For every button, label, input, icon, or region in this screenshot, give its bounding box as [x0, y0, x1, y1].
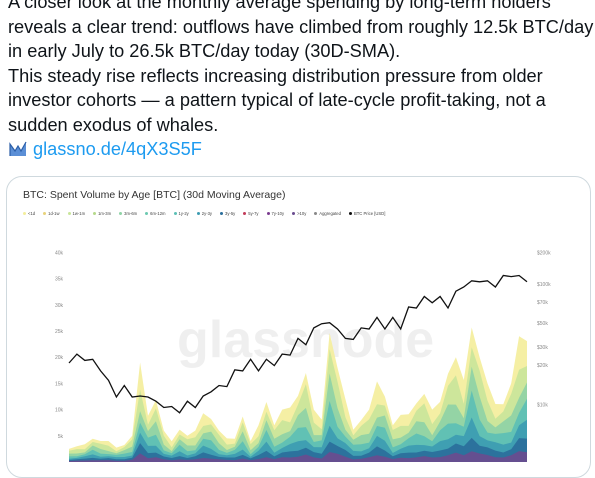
- glassnode-link[interactable]: glassno.de/4qX3S5F: [33, 139, 202, 159]
- legend-swatch: [93, 212, 97, 215]
- spent-volume-chart: 40k 35k 30k 25k 20k 15k 10k 5k $200k $100k $70k $50…: [55, 250, 551, 462]
- tweet-line: investor cohorts — a pattern typical of …: [8, 90, 546, 110]
- legend-item[interactable]: 2y-3y: [196, 211, 213, 216]
- legend-swatch: [196, 212, 200, 215]
- legend-label: 6m-12m: [150, 211, 166, 216]
- y2-axis-tick-label: $50k: [537, 321, 548, 327]
- legend-item[interactable]: 1m-3m: [93, 211, 111, 216]
- legend-label: 5y-7y: [248, 211, 259, 216]
- tweet-text: A closer look at the monthly average spe…: [8, 0, 593, 162]
- legend-swatch: [43, 212, 47, 215]
- y-axis-tick-label: 35k: [55, 277, 64, 283]
- legend-swatch: [173, 212, 177, 215]
- tweet-line: This steady rise reflects increasing dis…: [8, 65, 543, 86]
- legend-label: 1m-3m: [98, 211, 112, 216]
- legend-swatch: [220, 212, 224, 215]
- legend-label: 3y-5y: [225, 211, 236, 216]
- legend-item[interactable]: Aggregated: [314, 211, 341, 216]
- legend-label: 1w-1m: [72, 211, 86, 216]
- tweet-line: reveals a clear trend: outflows have cli…: [8, 16, 594, 37]
- y2-axis-tick-label: $100k: [537, 282, 551, 288]
- y-axis-tick-label: 40k: [55, 250, 64, 256]
- y2-axis-tick-label: $10k: [537, 402, 548, 408]
- legend-swatch: [23, 212, 26, 215]
- legend-item[interactable]: >10y: [292, 211, 306, 216]
- legend-label: BTC Price [USD]: [353, 211, 386, 216]
- tweet-line: sudden exodus of whales.: [8, 114, 219, 135]
- tweet-line: A closer look at the monthly average spe…: [8, 0, 551, 12]
- legend-item[interactable]: 1d-1w: [43, 211, 60, 216]
- legend-swatch: [119, 212, 123, 215]
- chart-title: BTC: Spent Volume by Age [BTC] (30d Movi…: [23, 189, 286, 201]
- watermark: glassnode: [177, 311, 434, 369]
- y-axis-tick-label: 10k: [55, 408, 64, 414]
- legend-label: <1d: [28, 211, 36, 216]
- legend-label: 7y-10y: [271, 211, 285, 216]
- price-line: [68, 274, 528, 414]
- chart-legend: <1d 1d-1w 1w-1m 1m-3m 3m-6m 6m-12m 1y-2y 2y-3y 3…: [23, 211, 583, 216]
- area-series-band: [69, 390, 527, 462]
- y2-axis-tick-label: $30k: [537, 345, 548, 351]
- y2-axis-tick-label: $70k: [537, 300, 548, 306]
- legend-item[interactable]: 1y-2y: [173, 211, 189, 216]
- legend-swatch: [243, 212, 247, 215]
- legend-item[interactable]: 5y-7y: [243, 211, 259, 216]
- y-axis-tick-label: 5k: [58, 434, 64, 440]
- legend-swatch: [314, 212, 318, 215]
- y-axis-tick-label: 15k: [55, 381, 64, 387]
- y-axis-tick-label: 25k: [55, 329, 64, 335]
- legend-label: 1y-2y: [178, 211, 189, 216]
- legend-label: >10y: [297, 211, 307, 216]
- chart-card[interactable]: BTC: Spent Volume by Age [BTC] (30d Movi…: [6, 176, 591, 478]
- y-axis-tick-label: 20k: [55, 355, 64, 361]
- legend-item[interactable]: 7y-10y: [266, 211, 285, 216]
- tweet-line: in early July to 26.5k BTC/day today (30…: [8, 41, 401, 61]
- legend-label: Aggregated: [319, 211, 341, 216]
- y2-axis-tick-label: $200k: [537, 250, 551, 256]
- legend-label: 2y-3y: [201, 211, 213, 216]
- legend-swatch: [292, 212, 296, 215]
- legend-item[interactable]: 1w-1m: [67, 211, 86, 216]
- glassnode-logo-icon: [8, 140, 28, 158]
- legend-swatch: [266, 212, 270, 215]
- y2-axis-tick-label: $20k: [537, 363, 548, 369]
- legend-item[interactable]: 3m-6m: [119, 211, 137, 216]
- tweet-link-row: glassno.de/4qX3S5F: [8, 137, 593, 162]
- legend-item[interactable]: 6m-12m: [145, 211, 166, 216]
- legend-label: 3m-6m: [124, 211, 138, 216]
- legend-swatch: [67, 212, 71, 215]
- legend-item[interactable]: <1d: [23, 211, 35, 216]
- legend-swatch: [145, 212, 149, 215]
- legend-swatch: [348, 212, 352, 215]
- y-axis-tick-label: 30k: [55, 303, 64, 309]
- legend-item[interactable]: 3y-5y: [220, 211, 235, 216]
- legend-item[interactable]: BTC Price [USD]: [348, 211, 386, 216]
- legend-label: 1d-1w: [48, 211, 60, 216]
